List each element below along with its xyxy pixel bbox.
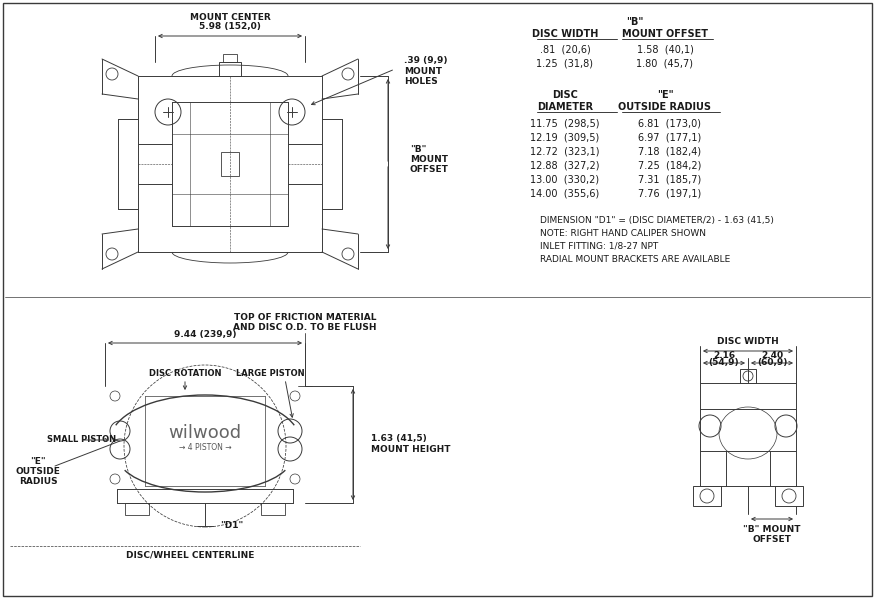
- Text: DISC ROTATION: DISC ROTATION: [149, 368, 221, 377]
- Text: MOUNT OFFSET: MOUNT OFFSET: [622, 29, 708, 39]
- Bar: [775, 486, 803, 506]
- Text: DISC WIDTH: DISC WIDTH: [532, 29, 598, 39]
- Text: TOP OF FRICTION MATERIAL: TOP OF FRICTION MATERIAL: [234, 313, 376, 322]
- Text: 7.31  (185,7): 7.31 (185,7): [639, 175, 702, 185]
- Text: DIAMETER: DIAMETER: [537, 102, 593, 112]
- Text: DISC/WHEEL CENTERLINE: DISC/WHEEL CENTERLINE: [126, 550, 255, 559]
- Bar: [125, 503, 149, 515]
- Text: 11.75  (298,5): 11.75 (298,5): [530, 119, 599, 129]
- Text: MOUNT: MOUNT: [404, 66, 442, 75]
- Text: "B": "B": [626, 17, 644, 27]
- Text: "E": "E": [656, 90, 674, 100]
- Text: OUTSIDE RADIUS: OUTSIDE RADIUS: [619, 102, 711, 112]
- Text: 12.88  (327,2): 12.88 (327,2): [530, 161, 599, 171]
- Text: 1.80  (45,7): 1.80 (45,7): [636, 59, 694, 69]
- Text: NOTE: RIGHT HAND CALIPER SHOWN: NOTE: RIGHT HAND CALIPER SHOWN: [540, 228, 706, 237]
- Text: 13.00  (330,2): 13.00 (330,2): [530, 175, 599, 185]
- Text: AND DISC O.D. TO BE FLUSH: AND DISC O.D. TO BE FLUSH: [234, 323, 377, 332]
- Bar: [221, 152, 239, 176]
- Text: DISC WIDTH: DISC WIDTH: [718, 337, 779, 346]
- Text: MOUNT: MOUNT: [410, 155, 448, 164]
- Text: MOUNT CENTER: MOUNT CENTER: [190, 13, 270, 22]
- Text: 12.19  (309,5): 12.19 (309,5): [530, 133, 599, 143]
- Bar: [693, 486, 721, 506]
- Text: (60,9): (60,9): [757, 358, 788, 367]
- Text: RADIAL MOUNT BRACKETS ARE AVAILABLE: RADIAL MOUNT BRACKETS ARE AVAILABLE: [540, 255, 731, 264]
- Text: "E": "E": [30, 456, 46, 465]
- Text: LARGE PISTON: LARGE PISTON: [235, 368, 304, 377]
- Text: DISC: DISC: [552, 90, 578, 100]
- Text: 7.76  (197,1): 7.76 (197,1): [639, 189, 702, 199]
- Text: 2.40: 2.40: [761, 350, 783, 359]
- Bar: [223, 54, 237, 62]
- Text: OFFSET: OFFSET: [752, 534, 792, 543]
- Text: .39 (9,9): .39 (9,9): [404, 56, 447, 65]
- Text: INLET FITTING: 1/8-27 NPT: INLET FITTING: 1/8-27 NPT: [540, 241, 658, 250]
- Text: "B": "B": [410, 144, 426, 153]
- Text: "D1": "D1": [220, 522, 243, 531]
- Bar: [740, 369, 756, 383]
- Text: HOLES: HOLES: [404, 77, 438, 86]
- Text: 1.58  (40,1): 1.58 (40,1): [637, 45, 694, 55]
- Text: SMALL PISTON: SMALL PISTON: [47, 435, 116, 444]
- Text: 7.18  (182,4): 7.18 (182,4): [639, 147, 702, 157]
- Text: 1.63 (41,5): 1.63 (41,5): [371, 434, 427, 443]
- Text: → 4 PISTON →: → 4 PISTON →: [178, 443, 231, 452]
- Text: (54,9): (54,9): [709, 358, 739, 367]
- Text: 6.81  (173,0): 6.81 (173,0): [639, 119, 702, 129]
- Text: 9.44 (239,9): 9.44 (239,9): [174, 329, 236, 338]
- Text: .81  (20,6): .81 (20,6): [540, 45, 591, 55]
- Text: OFFSET: OFFSET: [410, 165, 449, 174]
- Text: 6.97  (177,1): 6.97 (177,1): [639, 133, 702, 143]
- Text: wilwood: wilwood: [168, 424, 242, 442]
- Text: DIMENSION "D1" = (DISC DIAMETER/2) - 1.63 (41,5): DIMENSION "D1" = (DISC DIAMETER/2) - 1.6…: [540, 216, 774, 225]
- Text: 7.25  (184,2): 7.25 (184,2): [639, 161, 702, 171]
- Text: 5.98 (152,0): 5.98 (152,0): [200, 23, 261, 32]
- Text: 12.72  (323,1): 12.72 (323,1): [530, 147, 599, 157]
- Text: 1.25  (31,8): 1.25 (31,8): [536, 59, 593, 69]
- Text: MOUNT HEIGHT: MOUNT HEIGHT: [371, 444, 451, 453]
- Text: 14.00  (355,6): 14.00 (355,6): [530, 189, 599, 199]
- Text: "B" MOUNT: "B" MOUNT: [743, 525, 801, 534]
- Bar: [261, 503, 285, 515]
- Text: OUTSIDE: OUTSIDE: [16, 467, 60, 476]
- Text: RADIUS: RADIUS: [18, 476, 58, 486]
- Text: 2.16: 2.16: [713, 350, 735, 359]
- Bar: [219, 62, 241, 76]
